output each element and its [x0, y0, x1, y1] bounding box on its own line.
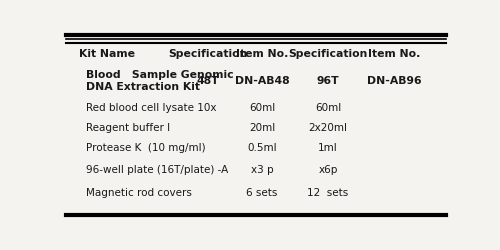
- Text: 12  sets: 12 sets: [308, 188, 348, 198]
- Text: 96-well plate (16T/plate) -A: 96-well plate (16T/plate) -A: [86, 164, 228, 174]
- Text: 6 sets: 6 sets: [246, 188, 278, 198]
- Text: 60ml: 60ml: [249, 103, 275, 113]
- Text: Specification: Specification: [168, 49, 248, 59]
- Text: Reagent buffer I: Reagent buffer I: [86, 123, 170, 133]
- Text: Item No.: Item No.: [236, 49, 288, 59]
- Text: Blood   Sample Genomic
DNA Extraction Kit: Blood Sample Genomic DNA Extraction Kit: [86, 70, 234, 92]
- Text: 96T: 96T: [316, 76, 339, 86]
- Text: Specification: Specification: [288, 49, 368, 59]
- Text: Kit Name: Kit Name: [79, 49, 135, 59]
- Text: Magnetic rod covers: Magnetic rod covers: [86, 188, 192, 198]
- Text: x6p: x6p: [318, 164, 338, 174]
- Text: 60ml: 60ml: [315, 103, 341, 113]
- Text: DN-AB48: DN-AB48: [235, 76, 290, 86]
- Text: 1ml: 1ml: [318, 144, 338, 154]
- Text: x3 p: x3 p: [251, 164, 274, 174]
- Text: 0.5ml: 0.5ml: [247, 144, 277, 154]
- Text: DN-AB96: DN-AB96: [366, 76, 421, 86]
- Text: Protease K  (10 mg/ml): Protease K (10 mg/ml): [86, 144, 206, 154]
- Text: Item No.: Item No.: [368, 49, 420, 59]
- Text: 20ml: 20ml: [249, 123, 275, 133]
- Text: Red blood cell lysate 10x: Red blood cell lysate 10x: [86, 103, 216, 113]
- Text: 48T: 48T: [196, 76, 219, 86]
- Text: 2x20ml: 2x20ml: [308, 123, 348, 133]
